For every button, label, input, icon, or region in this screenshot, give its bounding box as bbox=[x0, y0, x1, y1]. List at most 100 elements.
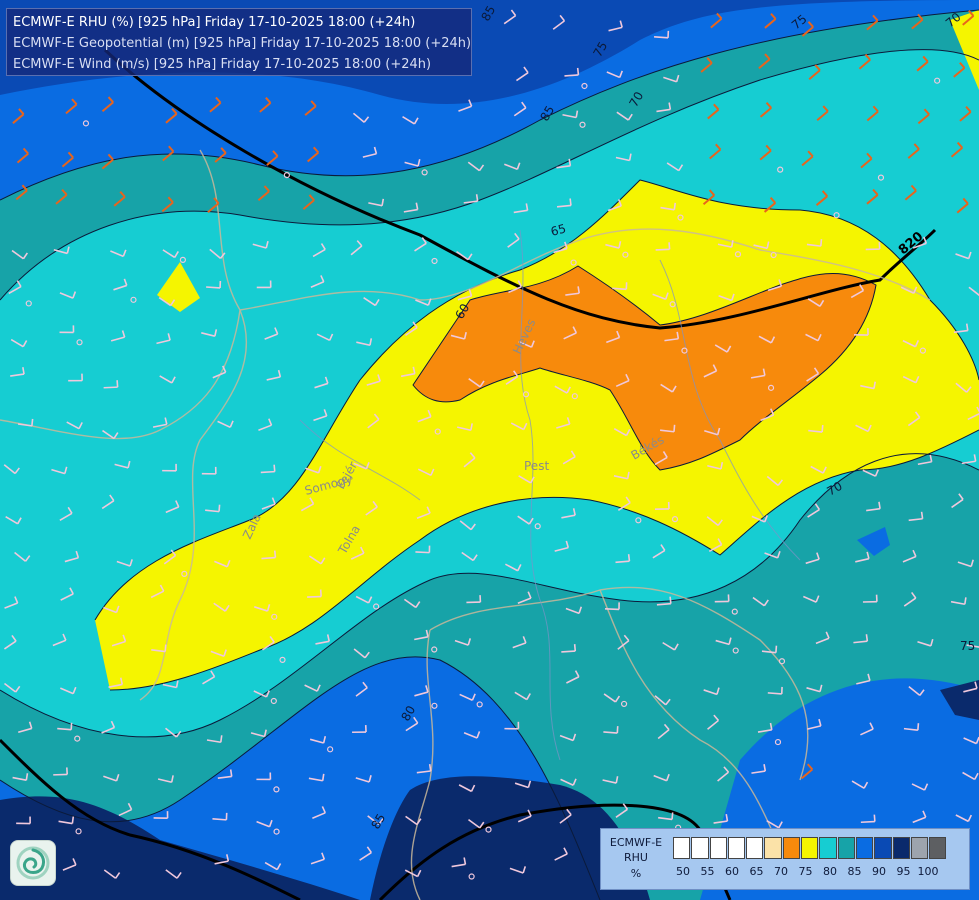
wind-barb bbox=[663, 76, 677, 83]
calm-wind-marker bbox=[431, 702, 438, 709]
wind-barb-flag bbox=[522, 422, 528, 430]
wind-barb-flag bbox=[878, 501, 881, 509]
legend-tick-label: 90 bbox=[872, 865, 886, 878]
wind-barb-flag bbox=[625, 428, 631, 436]
wind-barb-flag bbox=[224, 604, 230, 612]
wind-barb bbox=[911, 783, 925, 791]
legend-variable: RHU bbox=[624, 851, 648, 864]
wind-barb bbox=[702, 194, 715, 206]
wind-barb-flag bbox=[778, 821, 783, 829]
wind-barb-flag bbox=[421, 237, 427, 244]
wind-barb bbox=[907, 416, 921, 427]
calm-wind-marker bbox=[767, 384, 775, 391]
wind-barb bbox=[807, 298, 821, 307]
wind-barb bbox=[365, 506, 378, 516]
wind-barb-flag bbox=[127, 802, 133, 810]
wind-barb bbox=[312, 248, 326, 258]
wind-barb bbox=[162, 683, 177, 689]
wind-barb bbox=[404, 869, 419, 878]
wind-barb bbox=[560, 778, 574, 786]
wind-barb bbox=[161, 201, 174, 213]
wind-barb-flag bbox=[617, 199, 622, 207]
wind-barb bbox=[113, 196, 126, 207]
wind-barb bbox=[554, 546, 569, 552]
rhu-band-60 bbox=[413, 266, 876, 470]
wind-barb bbox=[810, 465, 824, 474]
wind-barb bbox=[912, 242, 927, 249]
wind-barb-flag bbox=[276, 863, 282, 870]
wind-barb-flag bbox=[775, 645, 778, 653]
calm-wind-marker bbox=[671, 516, 679, 523]
wind-barb-flag bbox=[159, 584, 165, 592]
wind-barb-flag bbox=[167, 196, 174, 204]
wind-barb-flag bbox=[572, 733, 577, 741]
rhu-contour-label: 75 bbox=[590, 39, 610, 59]
wind-barb-flag bbox=[321, 806, 327, 814]
rhu-contour-lines bbox=[0, 9, 979, 900]
wind-barb bbox=[606, 336, 620, 344]
wind-barb bbox=[210, 650, 225, 658]
wind-barb-flag bbox=[317, 465, 322, 474]
wind-barb bbox=[801, 768, 814, 780]
wind-barb bbox=[261, 556, 276, 560]
wind-barb-flag bbox=[517, 564, 522, 572]
wind-barb bbox=[962, 771, 976, 781]
wind-barb bbox=[759, 149, 772, 161]
wind-barb bbox=[903, 597, 917, 607]
wind-barb bbox=[552, 20, 565, 30]
wind-barb bbox=[313, 415, 327, 422]
wind-barb-flag bbox=[965, 323, 969, 331]
calm-wind-marker bbox=[522, 391, 530, 398]
calm-wind-marker bbox=[181, 570, 188, 577]
wind-barb-flag bbox=[470, 784, 476, 792]
wind-barb bbox=[564, 74, 579, 77]
wind-barb bbox=[662, 641, 676, 651]
wind-barb-flag bbox=[778, 279, 783, 287]
wind-barb bbox=[60, 687, 74, 695]
wind-barb bbox=[266, 376, 281, 381]
wind-barb bbox=[165, 113, 178, 124]
wind-barb bbox=[801, 26, 814, 37]
wind-barb-flag bbox=[427, 298, 432, 306]
wind-barb-flag bbox=[164, 644, 167, 652]
wind-barb-flag bbox=[628, 153, 632, 161]
wind-barb bbox=[350, 245, 363, 256]
wind-barb bbox=[300, 503, 314, 512]
wind-barb-flag bbox=[859, 284, 865, 291]
wind-barb bbox=[654, 695, 667, 706]
wind-barb-flag bbox=[821, 425, 824, 433]
wind-barb bbox=[715, 639, 730, 646]
wind-barb bbox=[903, 727, 918, 731]
wind-barb-flag bbox=[523, 66, 529, 74]
wind-barb bbox=[657, 729, 670, 740]
wind-barb bbox=[315, 640, 330, 645]
calm-wind-marker bbox=[434, 428, 441, 435]
calm-wind-marker bbox=[279, 656, 286, 663]
wind-barb bbox=[902, 555, 917, 563]
wind-barb-flag bbox=[522, 866, 527, 874]
wind-barb bbox=[717, 243, 732, 248]
wind-barb bbox=[753, 244, 768, 250]
wind-barb-flag bbox=[11, 634, 17, 642]
wind-barb-flag bbox=[373, 413, 380, 420]
wind-barb bbox=[456, 250, 469, 261]
wind-barb bbox=[359, 851, 372, 861]
wind-barb bbox=[757, 729, 772, 733]
wind-barb-flag bbox=[373, 146, 378, 154]
wind-barb bbox=[606, 71, 621, 79]
wind-barb-flag bbox=[671, 385, 677, 393]
wind-barb-flag bbox=[107, 96, 114, 103]
wind-barb-flag bbox=[813, 367, 820, 375]
wind-barb bbox=[209, 101, 222, 113]
wind-barb bbox=[860, 157, 873, 169]
wind-barb bbox=[559, 814, 572, 824]
wind-barb-flag bbox=[215, 96, 222, 104]
wind-barb-flag bbox=[866, 551, 870, 559]
calm-wind-marker bbox=[25, 300, 32, 307]
wind-barb bbox=[61, 156, 74, 168]
wind-barb bbox=[17, 423, 32, 427]
calm-wind-marker bbox=[581, 82, 588, 90]
wind-barb bbox=[51, 468, 66, 475]
wind-barb bbox=[951, 498, 964, 509]
wind-barb bbox=[561, 514, 576, 519]
